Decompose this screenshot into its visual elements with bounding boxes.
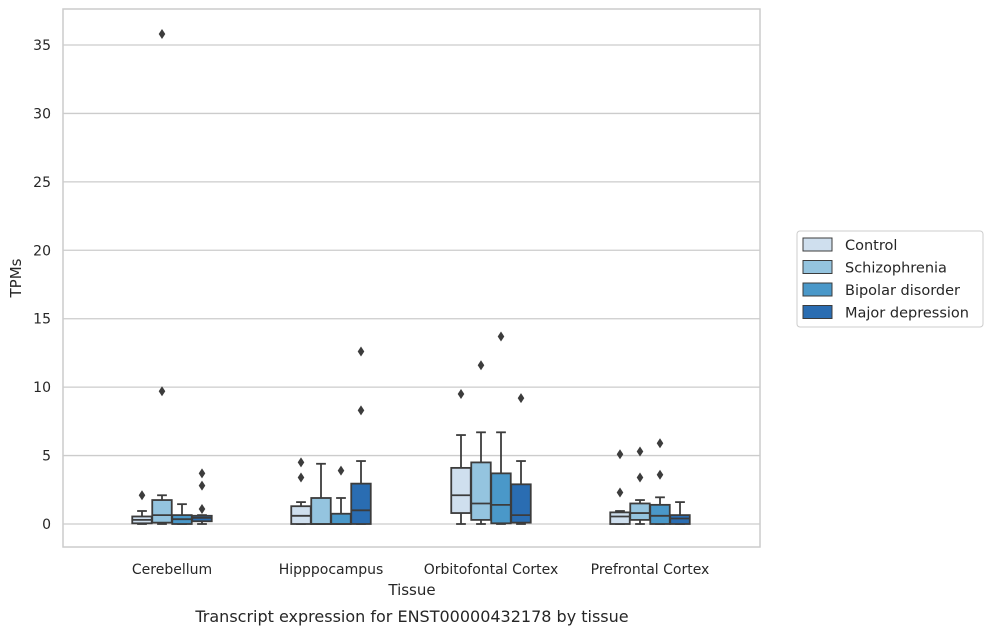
box-body [629,502,651,521]
legend-label: Major depression [845,306,969,322]
y-tick-label: 15 [33,312,51,328]
box [350,346,372,525]
y-tick-label: 10 [33,380,51,396]
y-gridlines [63,44,760,525]
outlier-point [158,29,166,40]
outlier-point [357,405,365,416]
plot-background [63,9,760,547]
box [450,388,472,525]
box-body [470,461,492,521]
outlier-point [198,503,206,514]
outlier-point [616,487,624,498]
box [310,462,332,525]
x-tick-label: Orbitofontal Cortex [424,562,559,578]
legend-swatch [802,282,833,297]
box [649,438,671,525]
legend-swatch [802,237,833,252]
figure-caption: Transcript expression for ENST0000043217… [194,607,628,626]
outlier-point [517,393,525,404]
y-tick-labels: 0 5 10 15 20 25 30 35 [33,38,51,533]
box-body [510,483,532,524]
x-axis-title: Tissue [387,581,435,599]
series-bipolar-disorder [171,331,671,525]
legend-label: Control [845,238,897,254]
legend-frame [796,230,984,328]
box-body [669,514,691,525]
box [490,331,512,525]
outlier-point [656,438,664,449]
outlier-point [198,480,206,491]
outlier-point [636,472,644,483]
outlier-point [636,446,644,457]
box-body [151,499,173,524]
box-body [649,503,671,525]
x-tick-label: Prefrontal Cortex [591,562,710,578]
outlier-point [297,457,305,468]
y-tick-label: 35 [33,38,51,54]
outlier-point [497,331,505,342]
y-tick-label: 25 [33,175,51,191]
box-body [310,497,332,525]
outlier-point [477,360,485,371]
legend-swatch [802,260,833,274]
box [510,393,532,525]
outlier-point [297,472,305,483]
x-tick-label: Cerebellum [132,562,212,578]
legend: Control Schizophrenia Bipolar disorder Majo… [796,230,984,328]
box-body [609,511,631,525]
box [470,360,492,525]
outlier-point [457,388,465,399]
series-control [131,388,631,525]
box-series-group [131,29,691,525]
legend-swatch [802,305,833,319]
outlier-point [337,465,345,476]
outlier-point [656,469,664,480]
y-tick-label: 5 [42,449,51,465]
box-body [350,482,372,525]
legend-label: Bipolar disorder [845,283,960,299]
box [669,501,691,525]
y-axis-title: TPMs [7,258,25,298]
outlier-point [158,386,166,397]
box-body [450,466,472,514]
box-body [490,472,512,525]
outlier-point [357,346,365,357]
box [151,29,173,525]
outlier-point [138,490,146,501]
box-body [330,512,352,525]
outlier-point [198,468,206,479]
box [191,468,213,525]
x-tick-label: Hipppocampus [279,562,384,578]
legend-label: Schizophrenia [845,261,947,277]
y-tick-label: 0 [42,517,51,533]
series-major-depression [191,346,691,525]
y-tick-label: 20 [33,243,51,259]
series-schizophrenia [151,29,651,525]
outlier-point [616,449,624,460]
plot-frame [62,8,761,548]
y-tick-label: 30 [33,106,51,122]
x-tick-labels: Cerebellum Hipppocampus Orbitofontal Corte… [132,562,709,578]
